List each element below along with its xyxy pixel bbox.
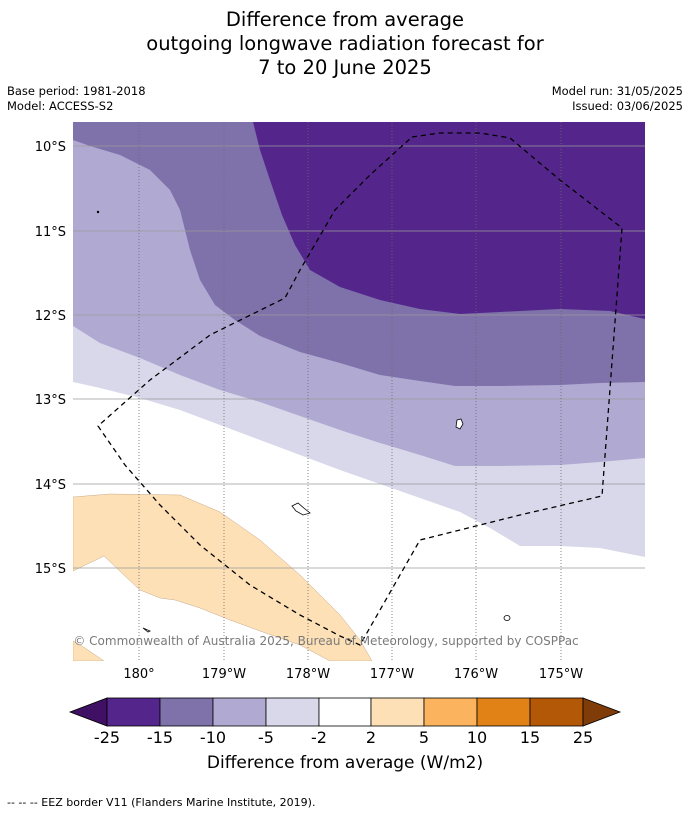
- lon-label: 177°W: [370, 667, 414, 682]
- lon-label: 179°W: [202, 667, 246, 682]
- colorbar-swatch: [159, 697, 214, 727]
- map-area: [73, 122, 645, 661]
- colorbar-label: Difference from average (W/m2): [206, 753, 484, 773]
- colorbar-swatch: [318, 697, 372, 727]
- band-plus-5-corner: [73, 640, 105, 661]
- island-small-south: [142, 627, 151, 633]
- colorbar-swatch: [529, 697, 584, 727]
- colorbar-ticks: -25 -15 -10 -5 -2 2 5 10 15 25: [94, 728, 593, 747]
- band-plus-5: [73, 493, 373, 661]
- colorbar-swatch: [265, 697, 320, 727]
- eez-footnote: -- -- -- EEZ border V11 (Flanders Marine…: [7, 796, 316, 809]
- colorbar-tick: -15: [147, 728, 173, 747]
- copyright-notice: © Commonwealth of Australia 2025, Bureau…: [73, 634, 578, 648]
- colorbar-swatch: [370, 697, 425, 727]
- island-dot-north: [96, 210, 100, 214]
- colorbar-swatch: [106, 697, 161, 727]
- island-futuna: [291, 502, 311, 516]
- title-line-2: outgoing longwave radiation forecast for: [146, 32, 544, 55]
- colorbar-tick: 15: [520, 728, 540, 747]
- eez-border: [97, 132, 623, 646]
- lat-label: 10°S: [35, 140, 66, 155]
- lat-label: 15°S: [35, 562, 66, 577]
- lon-labels: 180° 179°W 178°W 177°W 176°W 175°W: [123, 667, 583, 682]
- colorbar-swatch: [423, 697, 478, 727]
- model-run: Model run: 31/05/2025: [551, 84, 683, 98]
- island-wallis: [455, 418, 464, 430]
- issued-date: Issued: 03/06/2025: [572, 99, 683, 113]
- title-line-3: 7 to 20 June 2025: [258, 56, 432, 79]
- colorbar-tick: -10: [200, 728, 226, 747]
- band-minus-25: [253, 122, 645, 319]
- lat-labels: 10°S 11°S 12°S 13°S 14°S 15°S: [35, 140, 66, 577]
- colorbar-extend-high: [582, 697, 622, 727]
- model-name: Model: ACCESS-S2: [7, 99, 114, 113]
- lon-label: 176°W: [454, 667, 498, 682]
- lat-label: 14°S: [35, 478, 66, 493]
- colorbar-tick: -25: [94, 728, 120, 747]
- lat-label: 11°S: [35, 225, 66, 240]
- colorbar-swatch: [212, 697, 267, 727]
- title-line-1: Difference from average: [225, 8, 465, 31]
- lon-label: 178°W: [286, 667, 330, 682]
- colorbar-tick: 2: [366, 728, 376, 747]
- meta-right: Model run: 31/05/2025 Issued: 03/06/2025: [552, 84, 683, 114]
- island-small-east: [503, 615, 511, 621]
- map-title: Difference from average outgoing longwav…: [0, 8, 690, 80]
- base-period: Base period: 1981-2018: [7, 84, 146, 98]
- lat-gridlines: [73, 145, 645, 569]
- lon-label: 180°: [123, 667, 154, 682]
- lat-label: 12°S: [35, 309, 66, 324]
- lon-label: 175°W: [539, 667, 583, 682]
- colorbar: [68, 697, 622, 727]
- colorbar-tick: 10: [467, 728, 487, 747]
- colorbar-swatch: [476, 697, 531, 727]
- islands: [96, 210, 511, 633]
- lat-label: 13°S: [35, 393, 66, 408]
- colorbar-tick: -5: [258, 728, 274, 747]
- colorbar-tick: 5: [419, 728, 429, 747]
- colorbar-tick: -2: [311, 728, 327, 747]
- colorbar-tick: 25: [573, 728, 593, 747]
- meta-left: Base period: 1981-2018 Model: ACCESS-S2: [7, 84, 146, 114]
- colorbar-extend-low: [68, 697, 108, 727]
